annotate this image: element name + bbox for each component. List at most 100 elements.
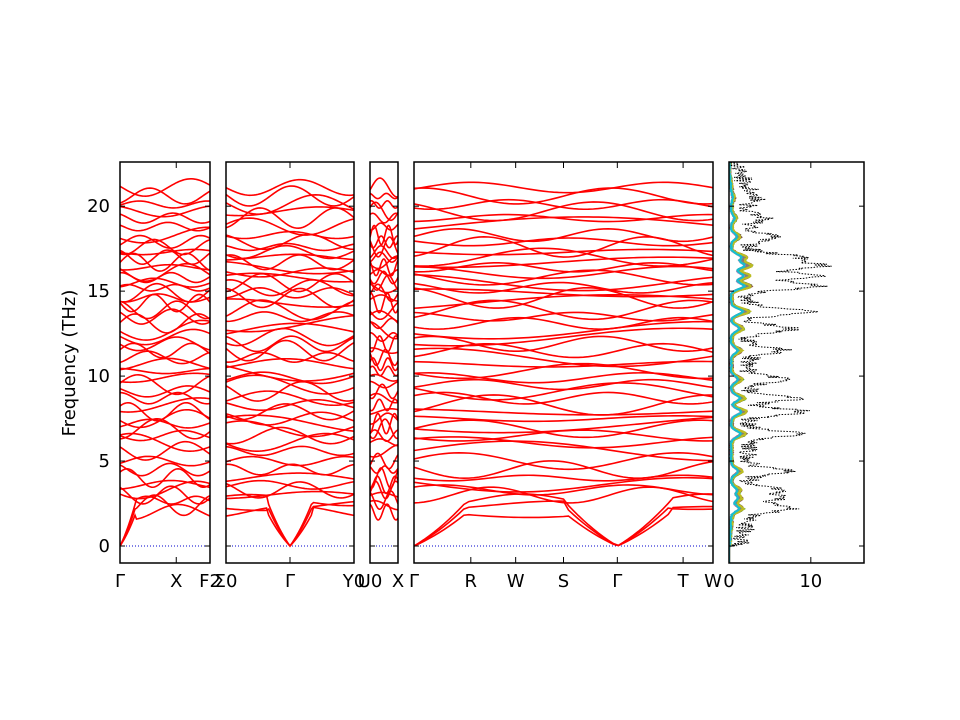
phonon-band — [370, 365, 398, 377]
phonon-band — [120, 367, 210, 375]
phonon-band — [370, 380, 398, 389]
phonon-band — [226, 272, 354, 293]
phonon-band — [414, 382, 713, 401]
phonon-band — [370, 292, 398, 314]
kpoint-label: R — [465, 571, 478, 592]
phonon-band — [120, 178, 210, 197]
phonon-band — [370, 373, 398, 382]
phonon-band — [120, 300, 210, 320]
kpoint-label: Σ0 — [215, 571, 238, 592]
phonon-band — [120, 308, 210, 325]
band-panel-3: U0 X — [358, 161, 404, 592]
phonon-band — [120, 313, 210, 334]
phonon-band — [120, 200, 210, 209]
phonon-band — [226, 260, 354, 275]
phonon-band — [414, 288, 713, 298]
kpoint-label: S — [558, 571, 569, 592]
phonon-band — [226, 398, 354, 411]
band-lines — [226, 178, 354, 548]
phonon-band — [120, 432, 210, 452]
phonon-band — [226, 233, 354, 251]
phonon-band — [370, 332, 398, 343]
band-lines — [120, 178, 210, 547]
phonon-band — [120, 401, 210, 422]
phonon-band — [226, 351, 354, 364]
kpoint-label: F2 — [199, 571, 221, 592]
phonon-band — [120, 226, 210, 244]
phonon-band — [414, 237, 713, 247]
phonon-band — [226, 185, 354, 207]
phonon-band — [226, 390, 354, 407]
phonon-band — [120, 485, 210, 505]
phonon-band — [226, 287, 354, 309]
phonon-band — [370, 270, 398, 285]
y-tick-label: 15 — [87, 281, 110, 302]
phonon-band — [226, 267, 354, 278]
phonon-band — [226, 426, 354, 445]
phonon-band — [226, 374, 354, 395]
dos-x-tick-label: 0 — [723, 571, 734, 592]
phonon-band — [226, 244, 354, 260]
phonon-band — [414, 484, 713, 496]
phonon-band — [120, 480, 210, 500]
phonon-band — [414, 311, 713, 322]
phonon-band — [370, 407, 398, 416]
phonon-band — [226, 414, 354, 432]
phonon-band — [226, 339, 354, 362]
phonon-band — [226, 322, 354, 335]
phonon-band — [226, 254, 354, 271]
phonon-band — [226, 194, 354, 215]
phonon-band — [370, 467, 398, 489]
phonon-band — [226, 490, 354, 500]
phonon-band — [120, 234, 210, 249]
kpoint-label: X — [392, 571, 404, 592]
y-tick-label: 10 — [87, 366, 110, 387]
phonon-band — [120, 221, 210, 232]
phonon-band — [414, 493, 713, 547]
phonon-band — [370, 503, 398, 521]
phonon-band — [414, 347, 713, 368]
phonon-band — [226, 311, 354, 323]
phonon-band — [370, 200, 398, 209]
phonon-band — [226, 371, 354, 385]
phonon-band — [120, 238, 210, 256]
kpoint-label: T — [677, 571, 690, 592]
phonon-band — [120, 252, 210, 272]
dos-frame — [728, 161, 865, 564]
kpoint-label: Γ — [115, 571, 125, 592]
phonon-band — [414, 394, 713, 416]
phonon-band — [370, 251, 398, 263]
phonon-band — [414, 228, 713, 243]
phonon-band — [226, 481, 354, 499]
phonon-band — [120, 374, 210, 396]
phonon-band — [370, 491, 398, 498]
phonon-band — [120, 429, 210, 442]
phonon-band — [414, 256, 713, 269]
phonon-band — [226, 206, 354, 217]
phonon-band — [120, 417, 210, 440]
phonon-band — [414, 476, 713, 493]
phonon-band — [414, 320, 713, 340]
phonon-band — [370, 475, 398, 495]
phonon-band — [120, 205, 210, 218]
panel-frame — [119, 161, 211, 564]
phonon-band — [414, 415, 713, 423]
kpoint-label: Γ — [612, 571, 622, 592]
phonon-band — [414, 360, 713, 368]
phonon-band — [120, 455, 210, 467]
partial-dos-line — [729, 162, 747, 563]
phonon-band — [414, 474, 713, 482]
phonon-band — [120, 283, 210, 292]
phonon-band — [370, 465, 398, 474]
dos-x-tick-label: 10 — [799, 571, 822, 592]
kpoint-label: W — [507, 571, 525, 592]
panel-frame — [369, 161, 399, 564]
phonon-band — [120, 372, 210, 384]
phonon-band — [226, 493, 354, 548]
phonon-band — [226, 365, 354, 382]
phonon-band — [414, 269, 713, 286]
phonon-band — [226, 299, 354, 321]
phonon-band — [226, 445, 354, 457]
band-lines — [414, 181, 713, 547]
